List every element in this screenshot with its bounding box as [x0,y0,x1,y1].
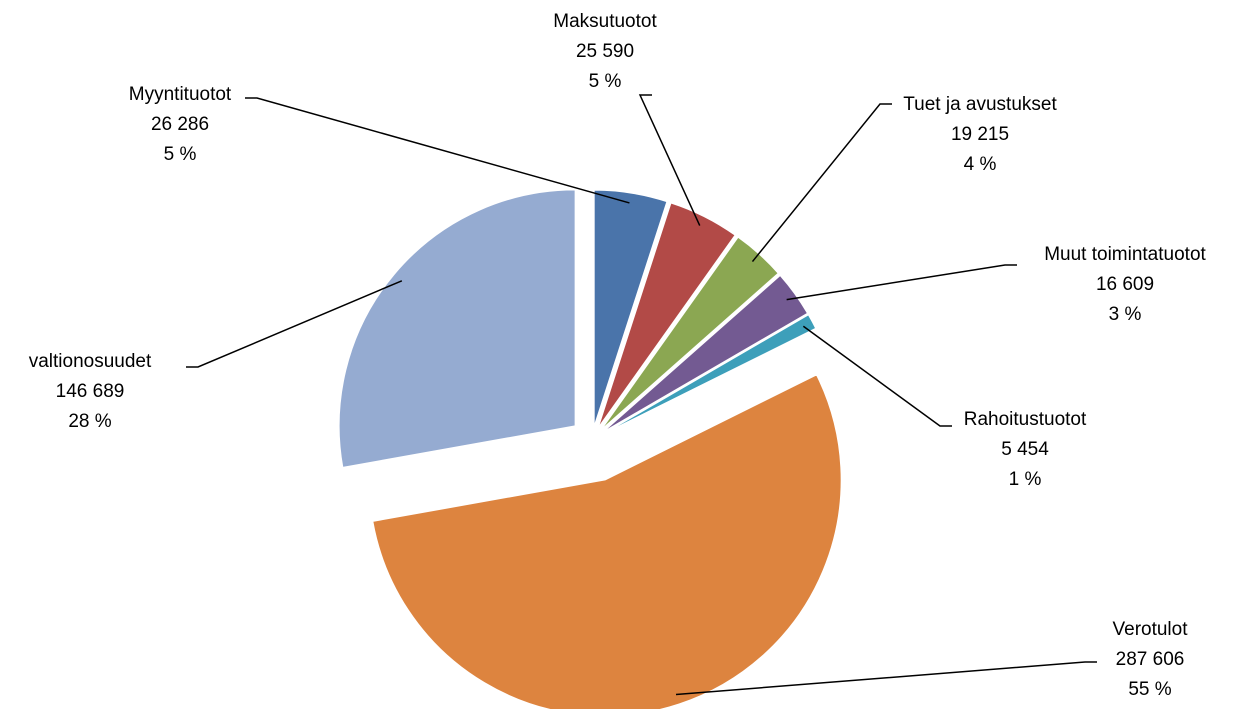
pie-slice [372,374,842,709]
slice-label: Tuet ja avustukset [903,94,1057,115]
pie-slice [604,314,817,434]
slice-label: valtionosuudet [29,351,152,372]
leader-line [675,661,1097,696]
slice-label: Verotulot [1113,619,1189,640]
slice-value: 5 454 [1001,439,1049,460]
slice-value: 19 215 [951,124,1009,145]
pie-slice [597,202,736,428]
slice-label: Rahoitustuotot [964,409,1087,430]
pie-slice [603,274,809,433]
slice-percent: 55 % [1128,679,1171,700]
slice-value: 146 689 [56,381,125,402]
leader-line [638,94,701,226]
slice-label: Muut toimintatuotot [1044,244,1206,265]
slice-percent: 3 % [1109,304,1142,325]
pie-slice [593,189,668,427]
slice-percent: 5 % [589,71,622,92]
slice-percent: 5 % [164,144,197,165]
slice-label: Maksutuotot [553,11,657,32]
leader-line [245,97,630,204]
leader-line [802,325,952,427]
slice-percent: 1 % [1009,469,1042,490]
slice-label: Myyntituotot [129,84,232,105]
leader-line [186,280,403,368]
slice-value: 16 609 [1096,274,1154,295]
slice-value: 26 286 [151,114,209,135]
slice-percent: 4 % [964,154,997,175]
slice-value: 287 606 [1116,649,1185,670]
leader-line [786,264,1017,301]
leader-line [751,103,892,263]
slice-value: 25 590 [576,41,634,62]
slice-percent: 28 % [68,411,111,432]
pie-slice [338,189,576,468]
